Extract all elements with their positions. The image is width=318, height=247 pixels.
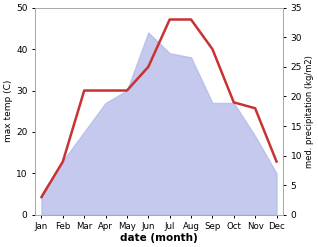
Y-axis label: med. precipitation (kg/m2): med. precipitation (kg/m2) xyxy=(305,55,314,168)
X-axis label: date (month): date (month) xyxy=(120,233,198,243)
Y-axis label: max temp (C): max temp (C) xyxy=(4,80,13,143)
